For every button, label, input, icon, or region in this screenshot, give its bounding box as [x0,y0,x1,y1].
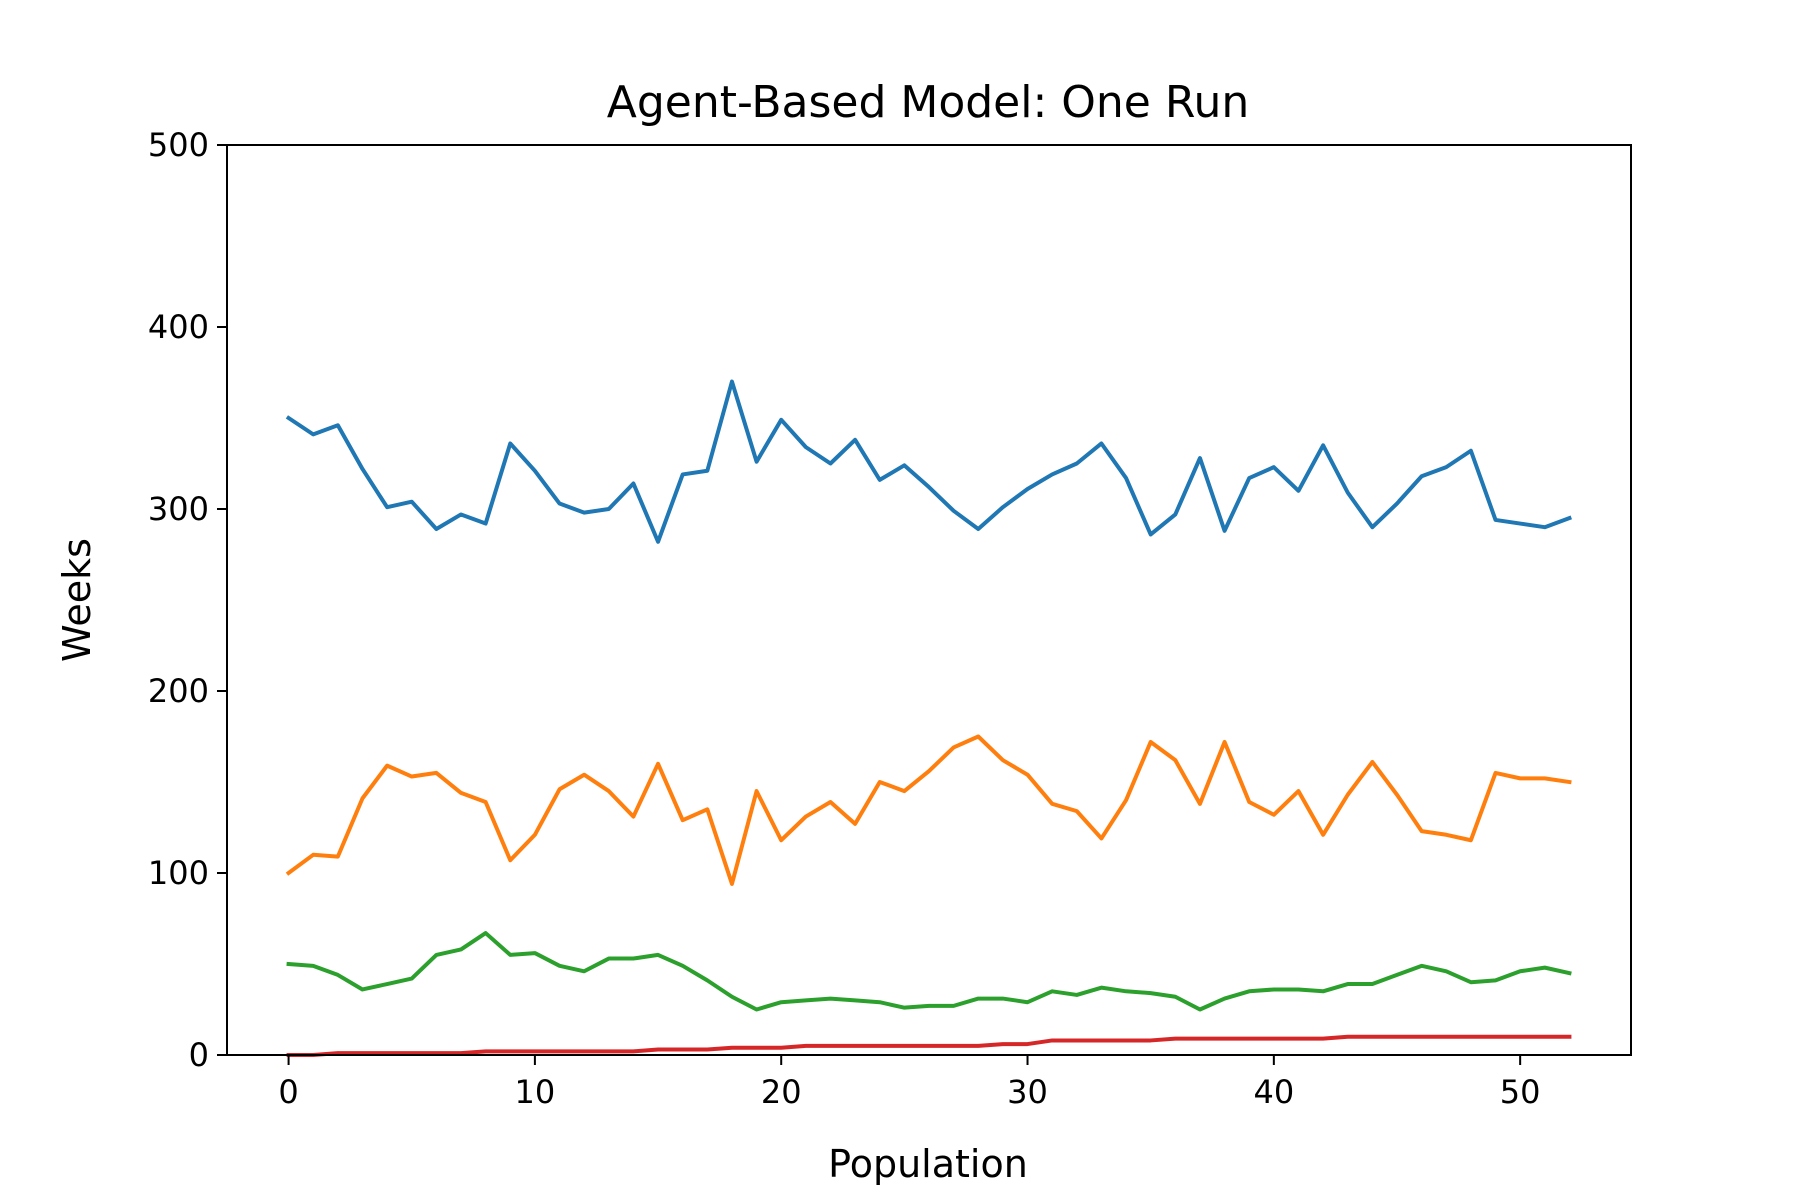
y-tick-label: 200 [148,672,209,710]
chart-title: Agent-Based Model: One Run [607,77,1249,128]
x-tick-label: 40 [1253,1073,1294,1111]
series-line-2 [285,734,1572,886]
series-line-4 [286,1034,1572,1057]
y-tick-label: 500 [148,126,209,164]
y-tick-label: 100 [148,854,209,892]
plot-frame [226,144,1632,1056]
x-tick-label: 50 [1500,1073,1541,1111]
x-axis-label: Population [828,1142,1028,1186]
x-tick-label: 20 [761,1073,802,1111]
y-tick-label: 400 [148,308,209,346]
y-tick-label: 300 [148,490,209,528]
y-tick-label: 0 [189,1036,209,1074]
y-axis-label: Weeks [55,538,99,662]
series-line-3 [286,931,1572,1012]
x-tick-label: 0 [278,1073,298,1111]
x-tick-label: 10 [515,1073,556,1111]
x-axis: 0 10 20 30 40 50 [278,1055,1541,1111]
series-line-1 [285,379,1572,544]
x-tick-label: 30 [1007,1073,1048,1111]
series-layer [285,379,1572,1057]
y-axis: 0 100 200 300 400 500 [148,126,227,1074]
